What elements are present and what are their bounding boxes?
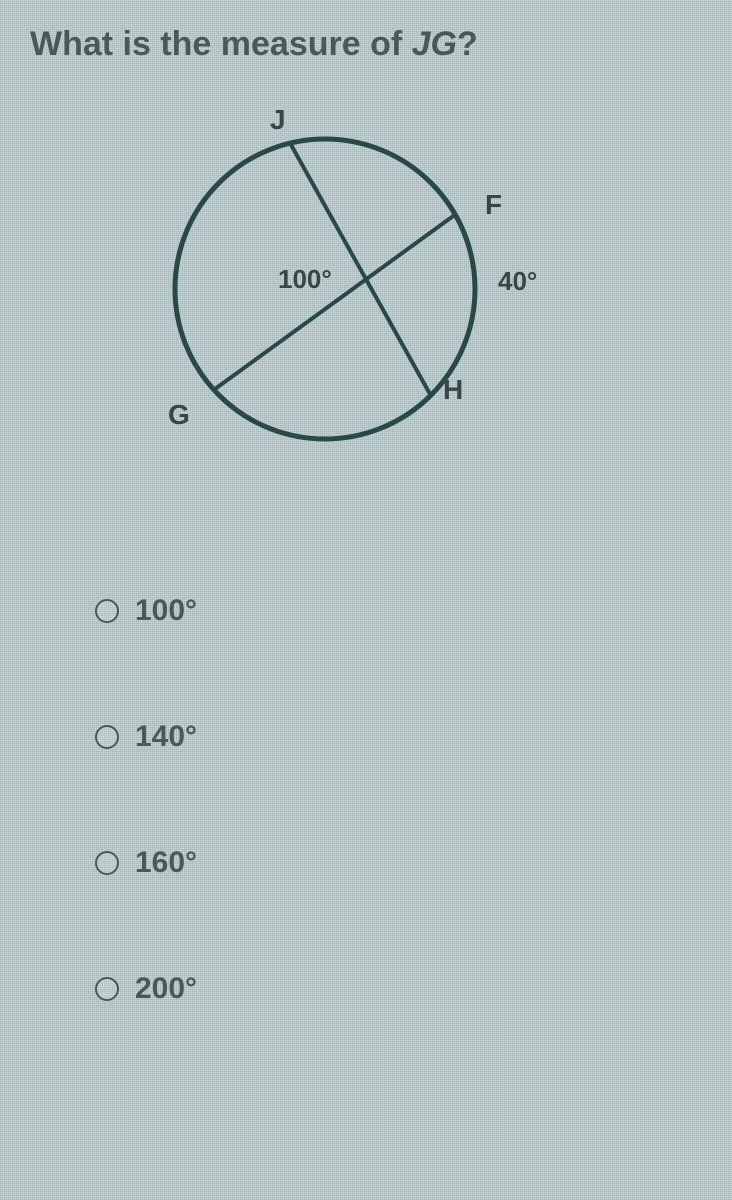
arc-angle-label: 40° xyxy=(498,266,537,297)
option-2[interactable]: 140° xyxy=(95,720,702,754)
option-label-4: 200° xyxy=(135,972,197,1006)
option-label-1: 100° xyxy=(135,594,197,628)
question-prefix: What is the measure of xyxy=(30,25,412,63)
question-title: What is the measure of JG? xyxy=(30,25,702,64)
option-4[interactable]: 200° xyxy=(95,972,702,1006)
radio-icon xyxy=(95,851,119,875)
chord-GF xyxy=(215,214,456,389)
option-label-3: 160° xyxy=(135,846,197,880)
center-angle-label: 100° xyxy=(278,264,332,295)
circle-diagram: J F H G 100° 40° xyxy=(150,114,650,474)
answer-options: 100° 140° 160° 200° xyxy=(95,594,702,1006)
point-label-G: G xyxy=(168,399,190,431)
point-label-H: H xyxy=(443,374,463,406)
option-3[interactable]: 160° xyxy=(95,846,702,880)
point-label-F: F xyxy=(485,189,502,221)
radio-icon xyxy=(95,977,119,1001)
point-label-J: J xyxy=(270,104,286,136)
question-italic: JG xyxy=(412,25,457,63)
option-1[interactable]: 100° xyxy=(95,594,702,628)
radio-icon xyxy=(95,725,119,749)
diagram-svg xyxy=(150,114,650,474)
question-suffix: ? xyxy=(457,25,478,63)
option-label-2: 140° xyxy=(135,720,197,754)
radio-icon xyxy=(95,599,119,623)
